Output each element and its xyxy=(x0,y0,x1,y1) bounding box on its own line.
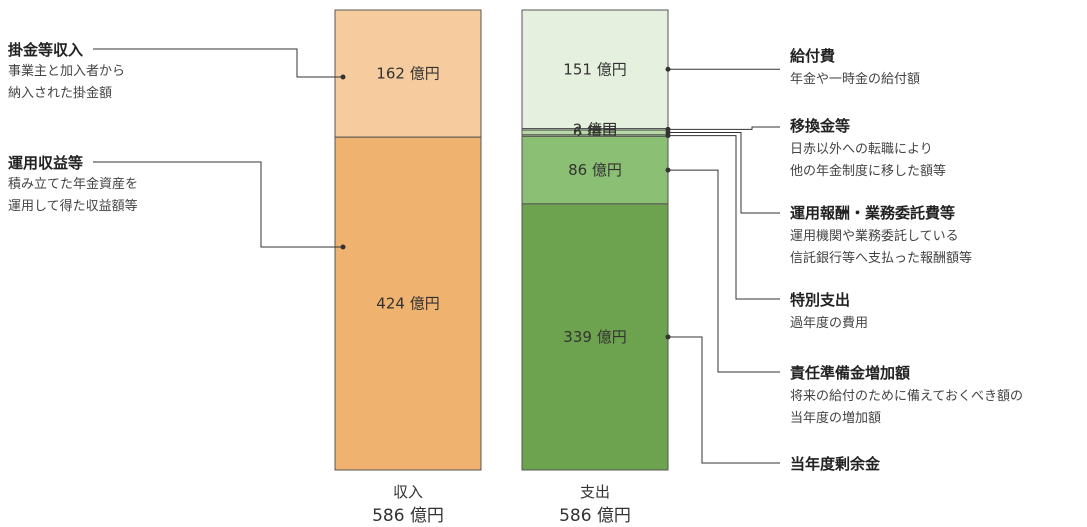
expense-annotation-desc-5-2: 当年度の増加額 xyxy=(790,410,881,426)
expense-annotation-leader-5 xyxy=(668,170,780,372)
income-annotation-title-1: 掛金等収入 xyxy=(8,41,83,59)
expense-annotation-desc-3-2: 信託銀行等へ支払った報酬額等 xyxy=(790,250,972,266)
income-annotation-dot-2 xyxy=(341,245,346,250)
income-bar-total: 586 億円 xyxy=(372,506,444,526)
expense-segment-label-6: 339 億円 xyxy=(563,328,626,346)
expense-segment-label-5: 86 億円 xyxy=(568,161,622,179)
income-bar-name: 収入 xyxy=(393,483,423,501)
income-annotation-desc-1-1: 事業主と加入者から xyxy=(8,63,125,79)
expense-annotation-title-6: 当年度剰余金 xyxy=(790,455,881,473)
expense-bar-name: 支出 xyxy=(580,483,610,501)
expense-annotation-leader-4 xyxy=(668,136,780,299)
income-segment-label-2: 424 億円 xyxy=(376,295,439,313)
expense-annotation-dot-5 xyxy=(666,168,671,173)
expense-annotation-title-3: 運用報酬・業務委託費等 xyxy=(790,204,955,222)
expense-annotation-title-2: 移換金等 xyxy=(790,117,850,135)
expense-annotation-desc-5-1: 将来の給付のために備えておくべき額の xyxy=(790,388,1023,404)
expense-annotation-desc-2-2: 他の年金制度に移した額等 xyxy=(790,163,946,179)
expense-annotation-dot-4 xyxy=(666,133,671,138)
expense-annotation-desc-2-1: 日赤以外への転職により xyxy=(790,142,933,157)
income-annotation-desc-2-1: 積み立てた年金資産を xyxy=(8,176,138,192)
expense-annotation-dot-1 xyxy=(666,67,671,72)
expense-annotation-leader-3 xyxy=(668,132,780,213)
expense-annotation-title-5: 責任準備金増加額 xyxy=(790,364,910,382)
income-segment-label-1: 162 億円 xyxy=(376,65,439,83)
expense-annotation-leader-6 xyxy=(668,337,780,463)
expense-annotation-dot-6 xyxy=(666,334,671,339)
income-annotation-title-2: 運用収益等 xyxy=(8,154,83,172)
income-annotation-desc-1-2: 納入された掛金額 xyxy=(8,85,112,101)
income-annotation-dot-1 xyxy=(341,75,346,80)
income-annotation-desc-2-2: 運用して得た収益額等 xyxy=(8,198,138,214)
income-annotation-leader-1 xyxy=(93,49,343,77)
expense-bar-total: 586 億円 xyxy=(559,506,631,526)
expense-segment-label-1: 151 億円 xyxy=(563,60,626,78)
expense-annotation-desc-4-1: 過年度の費用 xyxy=(790,315,868,331)
expense-annotation-title-4: 特別支出 xyxy=(790,291,850,309)
expense-annotation-leader-2 xyxy=(668,127,780,129)
expense-annotation-title-1: 給付費 xyxy=(790,47,835,65)
expense-annotation-desc-1-1: 年金や一時金の給付額 xyxy=(790,71,920,87)
expense-annotation-desc-3-1: 運用機関や業務委託している xyxy=(790,228,959,244)
